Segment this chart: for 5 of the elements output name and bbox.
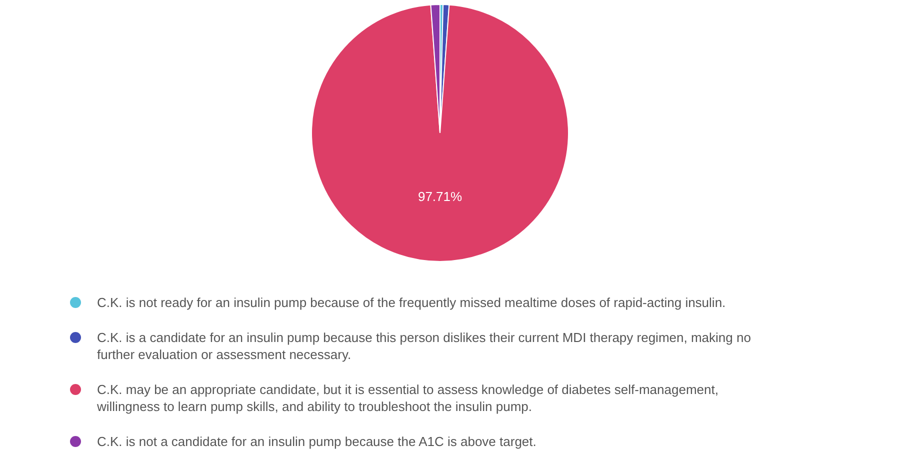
legend-label: C.K. is not a candidate for an insulin pump because the A1C is above target. bbox=[97, 433, 538, 450]
legend-label: C.K. is not ready for an insulin pump because of the frequently missed mealtime doses of rapid-acting insulin. bbox=[97, 294, 727, 311]
data-label: 97.71% bbox=[418, 188, 463, 204]
legend-label: C.K. is a candidate for an insulin pump because this person dislikes their current MDI therapy regimen, making no further evaluation or assessment necessary. bbox=[97, 329, 752, 363]
legend-label: C.K. may be an appropriate candidate, but it is essential to assess knowledge of diabetes self-management, willingness to learn pump skills, and ability to troubleshoot the insulin pump. bbox=[97, 381, 720, 415]
